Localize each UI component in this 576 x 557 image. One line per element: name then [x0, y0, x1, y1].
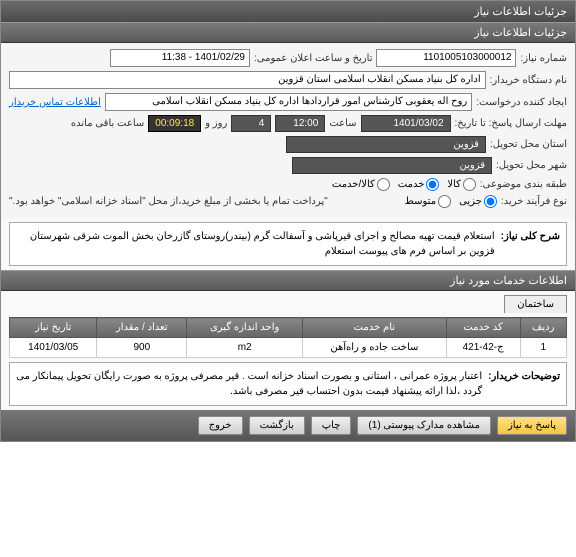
table-row: 1 ج-42-421 ساخت جاده و راه‌آهن m2 900 14…: [10, 338, 567, 358]
days-value: 4: [231, 115, 271, 132]
buyer-note-text: اعتبار پروژه عمرانی ، استانی و بصورت اسن…: [16, 369, 482, 399]
window-title: جزئیات اطلاعات نیاز: [474, 6, 567, 18]
td-date: 1401/03/05: [10, 338, 97, 358]
form-area: شماره نیاز: 1101005103000012 تاریخ و ساع…: [1, 43, 575, 218]
tab-construction[interactable]: ساختمان: [504, 295, 567, 313]
remain-label: ساعت باقی مانده: [71, 118, 144, 129]
category-radio-group: کالا خدمت کالا/خدمت: [332, 178, 476, 191]
deadline-label: مهلت ارسال پاسخ: تا تاریخ:: [455, 118, 567, 129]
pub-date-value: 1401/02/29 - 11:38: [110, 49, 250, 67]
creator-value: روح اله یعقوبی کارشناس امور قراردادها اد…: [105, 93, 472, 111]
th-name: نام خدمت: [303, 318, 447, 338]
buyer-note-box: توضیحات خریدار: اعتبار پروژه عمرانی ، اس…: [9, 362, 567, 406]
proc-medium-radio[interactable]: متوسط: [405, 195, 451, 208]
services-table: ردیف کد خدمت نام خدمت واحد اندازه گیری ت…: [9, 317, 567, 358]
td-name: ساخت جاده و راه‌آهن: [303, 338, 447, 358]
cat-service-radio[interactable]: خدمت: [398, 178, 440, 191]
contact-link[interactable]: اطلاعات تماس خریدار: [9, 97, 101, 108]
creator-label: ایجاد کننده درخواست:: [476, 97, 567, 108]
process-radio-group: جزیی متوسط: [405, 195, 497, 208]
back-button[interactable]: بازگشت: [249, 416, 305, 435]
category-label: طبقه بندی موضوعی:: [480, 179, 567, 190]
desc-label: شرح کلی نیاز:: [501, 229, 560, 259]
req-num-label: شماره نیاز:: [520, 53, 567, 64]
tab-area: ساختمان: [1, 291, 575, 313]
respond-button[interactable]: پاسخ به نیاز: [497, 416, 567, 435]
province-label: استان محل تحویل:: [490, 139, 567, 150]
cat-both-radio[interactable]: کالا/خدمت: [332, 178, 390, 191]
countdown-timer: 00:09:18: [148, 115, 201, 132]
th-date: تاریخ نیاز: [10, 318, 97, 338]
province-value: قزوین: [286, 136, 486, 153]
services-section-header: اطلاعات خدمات مورد نیاز: [1, 270, 575, 291]
td-row: 1: [520, 338, 566, 358]
deadline-time: 12:00: [275, 115, 325, 132]
day-label: روز و: [205, 118, 227, 129]
print-button[interactable]: چاپ: [311, 416, 352, 435]
req-num-value: 1101005103000012: [376, 49, 516, 67]
th-qty: تعداد / مقدار: [97, 318, 187, 338]
description-box: شرح کلی نیاز: استعلام قیمت تهیه مصالح و …: [9, 222, 567, 266]
desc-text: استعلام قیمت تهیه مصالح و اجرای قیرپاشی …: [16, 229, 495, 259]
td-unit: m2: [187, 338, 303, 358]
button-bar: پاسخ به نیاز مشاهده مدارک پیوستی (1) چاپ…: [1, 410, 575, 441]
table-header-row: ردیف کد خدمت نام خدمت واحد اندازه گیری ت…: [10, 318, 567, 338]
th-code: کد خدمت: [446, 318, 520, 338]
window-titlebar: جزئیات اطلاعات نیاز: [1, 1, 575, 22]
city-label: شهر محل تحویل:: [496, 160, 567, 171]
th-row: ردیف: [520, 318, 566, 338]
time-label: ساعت: [329, 118, 356, 129]
deadline-date: 1401/03/02: [361, 115, 451, 132]
buyer-label: نام دستگاه خریدار:: [490, 75, 567, 86]
buyer-value: اداره کل بنیاد مسکن انقلاب اسلامی استان …: [9, 71, 486, 89]
payment-note: "پرداخت تمام یا بخشی از مبلغ خرید،از محل…: [9, 196, 328, 207]
td-code: ج-42-421: [446, 338, 520, 358]
main-window: جزئیات اطلاعات نیاز جزئیات اطلاعات نیاز …: [0, 0, 576, 442]
process-label: نوع فرآیند خرید:: [501, 196, 567, 207]
exit-button[interactable]: خروج: [198, 416, 243, 435]
td-qty: 900: [97, 338, 187, 358]
th-unit: واحد اندازه گیری: [187, 318, 303, 338]
proc-minor-radio[interactable]: جزیی: [459, 195, 497, 208]
buyer-note-label: توضیحات خریدار:: [488, 369, 560, 399]
cat-goods-radio[interactable]: کالا: [447, 178, 476, 191]
city-value: قزوین: [292, 157, 492, 174]
pub-date-label: تاریخ و ساعت اعلان عمومی:: [254, 53, 373, 64]
attachments-button[interactable]: مشاهده مدارک پیوستی (1): [357, 416, 491, 435]
section-header-details: جزئیات اطلاعات نیاز: [1, 22, 575, 43]
